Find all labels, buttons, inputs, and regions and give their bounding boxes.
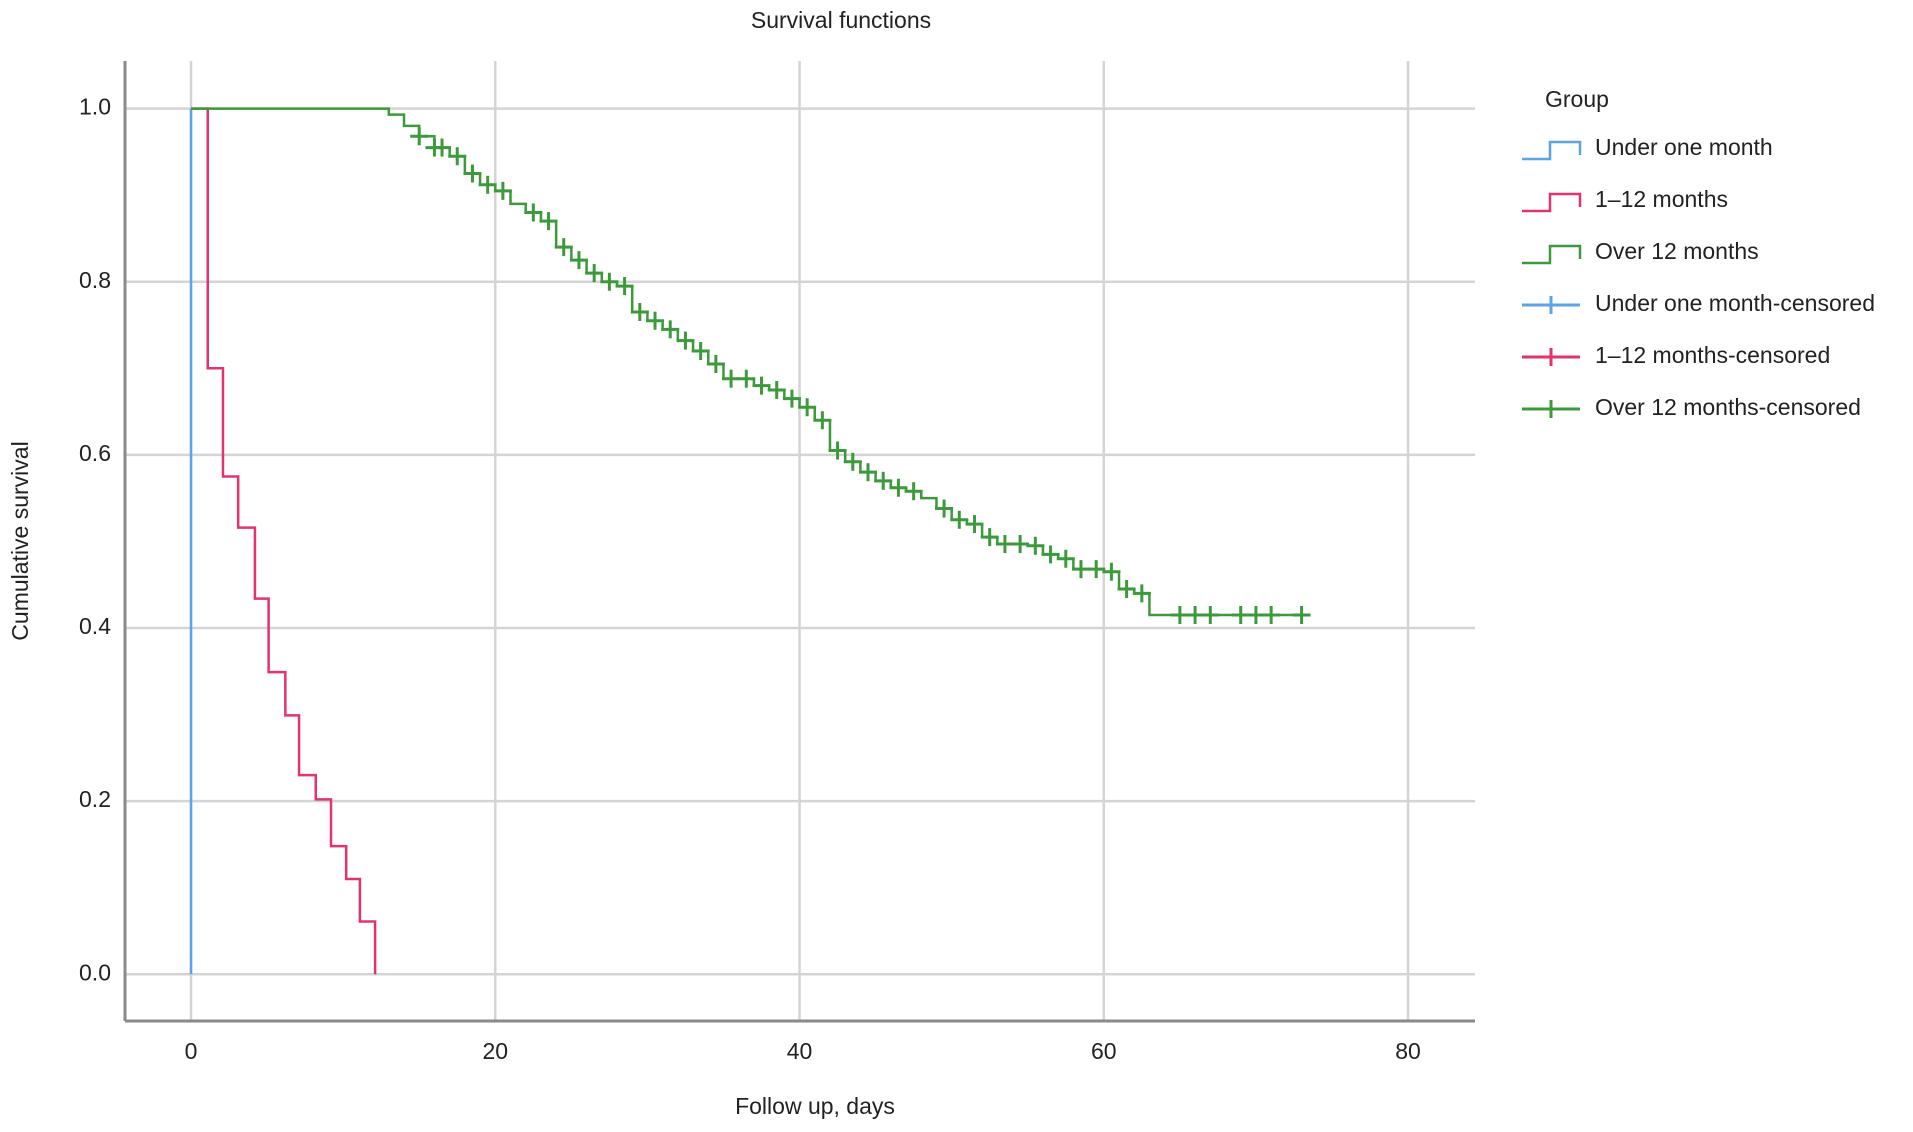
y-axis-label: Cumulative survival: [7, 441, 33, 640]
censor-mark: [1132, 584, 1151, 603]
x-tick-label: 20: [482, 1038, 508, 1064]
censor-mark: [1056, 549, 1075, 568]
censor-mark: [410, 127, 429, 146]
censor-mark: [1201, 606, 1220, 625]
legend-symbol: [1522, 296, 1580, 314]
y-tick-label: 0.8: [79, 267, 111, 293]
y-tick-label: 0.2: [79, 786, 111, 812]
censor-mark: [630, 303, 649, 322]
censor-mark: [554, 238, 573, 257]
censor-mark: [828, 441, 847, 460]
censor-mark: [1117, 580, 1136, 599]
legend-symbol: [1522, 400, 1580, 418]
legend-symbol: [1522, 192, 1582, 213]
legend-label: Over 12 months: [1595, 238, 1759, 264]
censor-mark: [1231, 606, 1250, 625]
censor-mark: [691, 341, 710, 360]
censor-mark: [615, 277, 634, 296]
legend-symbol: [1522, 140, 1582, 161]
censor-mark: [463, 164, 482, 183]
censor-mark: [600, 272, 619, 291]
censor-mark: [569, 251, 588, 270]
censor-mark: [980, 528, 999, 547]
censor-mark: [1246, 606, 1265, 625]
censor-mark: [433, 138, 452, 157]
legend-label: 1–12 months: [1595, 186, 1728, 212]
survival-line: [191, 107, 1310, 617]
censor-mark: [737, 369, 756, 388]
legend-symbol: [1522, 348, 1580, 366]
censor-mark: [646, 311, 665, 330]
censor-mark: [585, 264, 604, 283]
legend-label: Over 12 months-censored: [1595, 394, 1861, 420]
censor-mark: [524, 203, 543, 222]
censor-mark: [1186, 606, 1205, 625]
censor-mark: [676, 331, 695, 350]
censor-mark: [1102, 562, 1121, 581]
y-tick-label: 0.0: [79, 959, 111, 985]
censor-mark: [995, 535, 1014, 554]
censor-mark: [874, 471, 893, 490]
censor-mark: [1041, 545, 1060, 564]
censor-mark: [539, 212, 558, 231]
y-tick-label: 0.4: [79, 613, 111, 639]
censor-mark: [478, 175, 497, 194]
censor-mark: [661, 320, 680, 339]
censor-mark: [1011, 535, 1030, 554]
censor-mark: [965, 515, 984, 534]
censor-mark: [767, 380, 786, 399]
legend-label: 1–12 months-censored: [1595, 342, 1830, 368]
legend-label: Under one month: [1595, 134, 1773, 160]
censor-mark: [889, 478, 908, 497]
censor-mark: [843, 452, 862, 471]
legend-symbol: [1522, 244, 1582, 265]
censor-mark: [493, 181, 512, 200]
censor-mark: [1087, 560, 1106, 579]
x-tick-label: 60: [1091, 1038, 1117, 1064]
censor-mark: [904, 482, 923, 501]
censor-mark: [935, 499, 954, 518]
x-tick-label: 0: [185, 1038, 198, 1064]
censor-mark: [448, 147, 467, 166]
censor-mark: [813, 411, 832, 430]
censor-mark: [752, 376, 771, 395]
chart-title: Survival functions: [751, 7, 931, 33]
censor-mark: [950, 510, 969, 529]
censor-mark: [706, 354, 725, 373]
censor-mark: [722, 369, 741, 388]
censor-mark: [1071, 560, 1090, 579]
legend-label: Under one month-censored: [1595, 290, 1875, 316]
censor-mark: [798, 398, 817, 417]
y-tick-label: 1.0: [79, 94, 111, 120]
censor-mark: [1026, 536, 1045, 555]
x-axis-label: Follow up, days: [735, 1093, 895, 1119]
legend-title: Group: [1545, 86, 1609, 112]
y-tick-label: 0.6: [79, 440, 111, 466]
survival-line: [191, 107, 377, 975]
censor-mark: [859, 463, 878, 482]
censor-mark: [1170, 606, 1189, 625]
censor-mark: [1262, 606, 1281, 625]
x-tick-label: 80: [1395, 1038, 1421, 1064]
censor-mark: [1292, 606, 1311, 625]
censor-mark: [782, 389, 801, 408]
x-tick-label: 40: [787, 1038, 813, 1064]
